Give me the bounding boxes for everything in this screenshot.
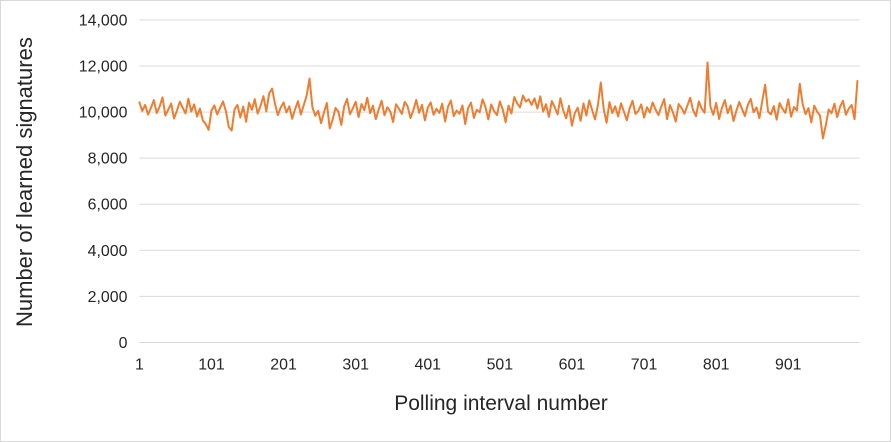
y-tick-label: 4,000 — [88, 243, 128, 260]
y-tick-label: 2,000 — [88, 289, 128, 306]
x-tick-label: 701 — [631, 356, 658, 373]
y-tick-label: 10,000 — [79, 105, 128, 122]
y-axis-title: Number of learned signatures — [12, 37, 37, 327]
x-tick-label: 301 — [342, 356, 369, 373]
x-tick-label: 601 — [559, 356, 586, 373]
y-tick-label: 12,000 — [79, 58, 128, 75]
x-tick-label: 901 — [775, 356, 802, 373]
y-tick-label: 14,000 — [79, 12, 128, 29]
y-axis-tick-labels: 0 2,000 4,000 6,000 8,000 10,000 12,000 14,000 — [79, 12, 128, 352]
gridlines — [139, 19, 860, 343]
x-tick-label: 501 — [487, 356, 514, 373]
x-tick-label: 1 — [135, 356, 144, 373]
x-axis-tick-labels: 1 101 201 301 401 501 601 701 801 901 — [135, 356, 802, 373]
y-tick-label: 8,000 — [88, 151, 128, 168]
x-tick-label: 801 — [703, 356, 730, 373]
data-series-line — [138, 61, 859, 140]
series-polyline — [138, 61, 859, 140]
x-tick-label: 201 — [270, 356, 297, 373]
x-tick-label: 101 — [198, 356, 225, 373]
y-tick-label: 0 — [119, 335, 128, 352]
y-tick-label: 6,000 — [88, 197, 128, 214]
x-tick-label: 401 — [414, 356, 441, 373]
x-axis-title: Polling interval number — [394, 392, 608, 415]
